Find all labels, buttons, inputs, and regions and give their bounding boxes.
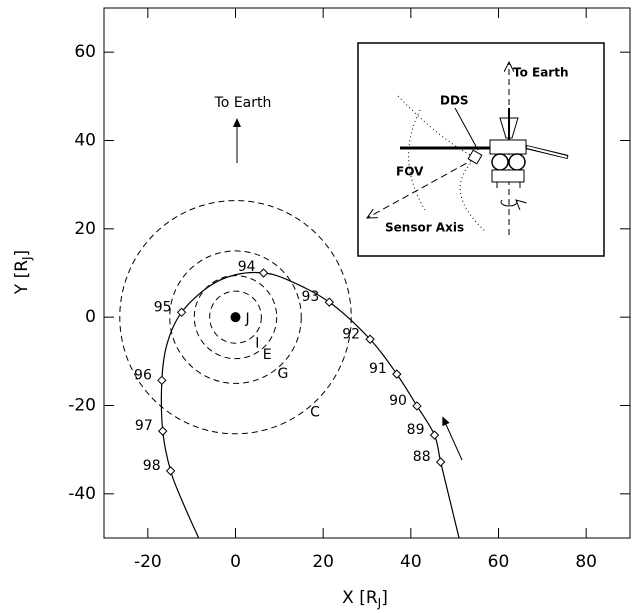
- pass-label: 93: [301, 289, 319, 305]
- inset: To Earth DDS FOV Sensor Axis: [357, 42, 605, 257]
- pass-marker: [258, 268, 269, 278]
- moon-orbit: [169, 250, 302, 384]
- y-tick-label: 40: [74, 131, 96, 151]
- x-axis-label: X [RJ]: [342, 588, 388, 610]
- moon-label: I: [255, 335, 259, 351]
- y-axis-label: Y [RJ]: [12, 250, 34, 295]
- pass-label: 92: [342, 326, 360, 342]
- tank: [508, 153, 526, 171]
- pass-marker: [157, 375, 167, 386]
- spacecraft-body: [489, 139, 527, 155]
- pass-label: 88: [413, 449, 431, 465]
- x-label-part: X [R: [342, 588, 378, 608]
- y-tick-label: 60: [74, 42, 96, 62]
- y-label-part: ]: [12, 250, 32, 257]
- pass-label: 95: [154, 299, 172, 315]
- y-label-sub: J: [20, 256, 34, 261]
- inset-label: FOV: [396, 165, 424, 179]
- pass-label: 97: [135, 418, 153, 434]
- pass-marker: [429, 430, 440, 440]
- fov-edge: [459, 157, 487, 233]
- pass-marker: [158, 426, 168, 436]
- moon-label: C: [310, 405, 320, 421]
- boom-right-inner: [526, 146, 568, 158]
- x-tick-label: 0: [230, 552, 241, 572]
- pass-marker: [176, 307, 187, 318]
- x-tick-label: -20: [134, 552, 162, 572]
- x-label-sub: J: [377, 596, 382, 610]
- inset-label: To Earth: [513, 66, 569, 80]
- planet-label: J: [245, 311, 250, 327]
- dds: [467, 149, 483, 165]
- annotation: To Earth: [214, 95, 272, 111]
- pass-label: 90: [389, 393, 407, 409]
- moon-label: G: [277, 366, 288, 382]
- plot-frame: [103, 7, 631, 539]
- y-tick-label: -20: [68, 396, 96, 416]
- pass-marker: [165, 466, 176, 476]
- pass-marker: [412, 401, 422, 411]
- sensor-axis: [367, 157, 477, 218]
- fov-edge: [397, 95, 477, 159]
- inset-label: Sensor Axis: [385, 221, 464, 235]
- spin-arrow: [500, 200, 517, 206]
- y-tick-label: -40: [68, 484, 96, 504]
- planet: [230, 312, 241, 323]
- x-label-part: ]: [381, 588, 388, 608]
- y-tick-label: 0: [85, 307, 96, 327]
- inset-label: DDS: [440, 94, 469, 108]
- pass-label: 94: [238, 259, 256, 275]
- moon-label: E: [263, 347, 272, 363]
- tank: [491, 153, 509, 171]
- moon-orbit: [193, 275, 278, 360]
- dds-pointer: [454, 107, 479, 151]
- spacecraft-base: [491, 169, 525, 183]
- y-label-part: Y [R: [12, 260, 32, 295]
- x-tick-label: 60: [488, 552, 510, 572]
- pass-label: 91: [369, 361, 387, 377]
- x-tick-label: 40: [400, 552, 422, 572]
- x-tick-label: 20: [312, 552, 334, 572]
- pass-marker: [365, 334, 375, 344]
- pass-marker: [324, 297, 335, 307]
- pass-marker: [392, 369, 402, 379]
- pass-label: 96: [134, 367, 152, 383]
- direction-arrow: [442, 416, 463, 461]
- pass-label: 89: [407, 422, 425, 438]
- fov-arc: [408, 109, 426, 211]
- moon-orbit: [119, 200, 352, 435]
- moon-orbit: [209, 290, 262, 344]
- x-tick-label: 80: [575, 552, 597, 572]
- pass-marker: [435, 457, 446, 467]
- pass-label: 98: [143, 458, 161, 474]
- y-tick-label: 20: [74, 219, 96, 239]
